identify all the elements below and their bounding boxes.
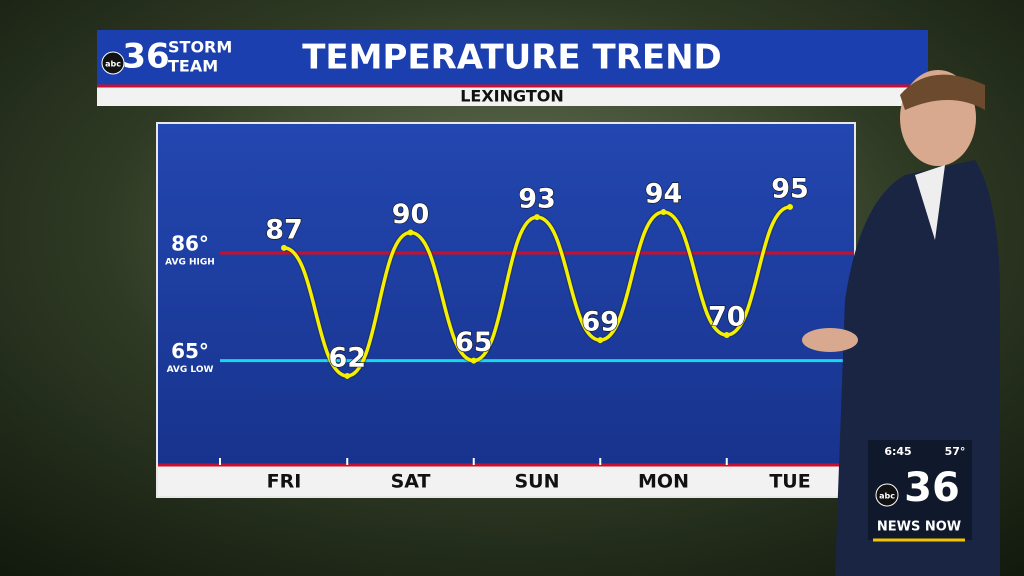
point	[723, 331, 730, 338]
axis-strip	[158, 465, 854, 496]
logo-channel: 36	[122, 37, 169, 77]
reference-value: 86°	[171, 232, 209, 256]
logo-line2: TEAM	[168, 57, 218, 76]
bug-brand: NEWS NOW	[877, 520, 961, 535]
bug-channel: 36	[904, 465, 960, 511]
value-label: 65	[455, 327, 493, 358]
bug-temperature: 57°	[945, 445, 966, 458]
point	[281, 244, 287, 251]
bug-badge	[875, 483, 899, 507]
logo-line1: STORM	[168, 38, 232, 57]
value-label: 62	[328, 342, 366, 373]
logo-badge	[101, 51, 125, 75]
x-tick-label: SAT	[391, 471, 431, 493]
x-tick-label: FRI	[267, 471, 302, 493]
chart-subtitle: LEXINGTON	[460, 87, 564, 106]
plot: 86° AVG HIGH 65° AVG LOW FRI SAT SUN MON TUE 87 62…	[165, 173, 854, 493]
point	[534, 214, 540, 221]
point	[660, 209, 667, 216]
plot-panel	[156, 122, 856, 498]
value-label: 90	[392, 199, 430, 230]
reference-value: 65°	[171, 339, 209, 363]
value-label: 69	[581, 307, 619, 338]
presenter	[802, 70, 1000, 576]
x-tick-label: SUN	[514, 471, 559, 493]
value-label: 94	[645, 179, 683, 210]
reference-name: AVG HIGH	[165, 258, 215, 268]
header-bar	[97, 30, 928, 86]
value-label: 93	[518, 184, 556, 215]
chart-title: TEMPERATURE TREND	[302, 38, 722, 78]
logo-network: abc	[105, 60, 121, 69]
value-label: 70	[708, 301, 746, 332]
reference-name: AVG LOW	[167, 365, 214, 375]
x-tick-label: MON	[638, 471, 689, 493]
value-label: 87	[265, 214, 303, 245]
bug-network: abc	[879, 492, 895, 501]
point	[787, 203, 793, 210]
point	[407, 229, 414, 236]
value-label: 95	[771, 173, 809, 204]
point	[597, 337, 604, 344]
point	[470, 357, 477, 364]
point	[344, 372, 351, 379]
bug-time: 6:45	[884, 445, 911, 458]
subheader-bar	[97, 86, 928, 106]
x-tick-label: TUE	[769, 471, 810, 493]
